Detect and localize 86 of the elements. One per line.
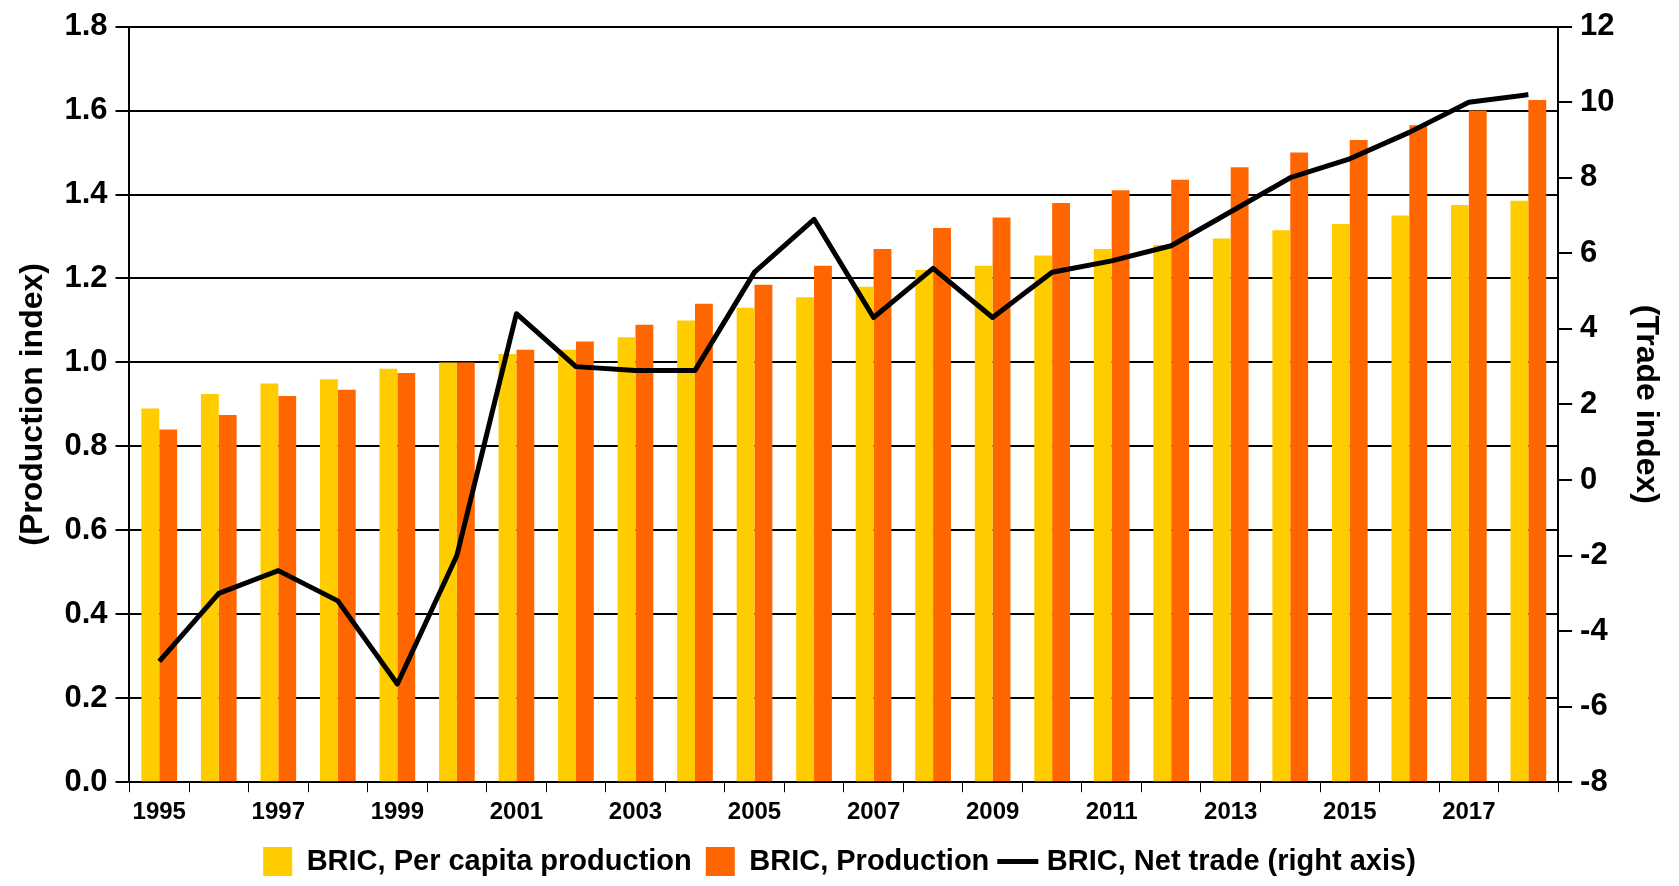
x-tick-label: 2013: [1204, 797, 1258, 825]
x-tick-label: 2005: [727, 797, 782, 825]
y-tick-label: 1.0: [64, 342, 108, 378]
legend-label: BRIC, Net trade (right axis): [1046, 843, 1416, 876]
bar: [617, 337, 636, 782]
bar: [516, 349, 535, 782]
bar: [1468, 110, 1487, 782]
x-tick-label: 2009: [965, 797, 1020, 825]
y-tick-label: 0.6: [64, 510, 108, 546]
bar: [754, 284, 773, 782]
y-axis-title: (Production index): [13, 263, 50, 546]
bar: [873, 249, 892, 782]
bar: [319, 379, 338, 782]
bar: [1528, 100, 1547, 782]
legend-label: BRIC, Per capita production: [306, 843, 692, 876]
y-tick-label: 1.8: [64, 7, 108, 43]
y2-tick-label: 12: [1580, 7, 1615, 43]
bar: [379, 368, 398, 782]
bar: [992, 217, 1011, 782]
y2-tick-label: 10: [1580, 82, 1615, 118]
bar: [677, 320, 695, 782]
y-tick-label: 0.2: [64, 678, 108, 714]
bar: [796, 297, 815, 782]
bar: [1153, 244, 1172, 782]
y2-tick-label: 4: [1580, 309, 1599, 345]
y2-tick-label: 2: [1580, 384, 1598, 420]
bar: [1230, 167, 1249, 782]
y-tick-label: 1.4: [64, 175, 109, 211]
bar: [814, 265, 832, 782]
bar: [278, 396, 297, 782]
x-tick-label: 2001: [489, 797, 544, 825]
y2-tick-label: -8: [1580, 762, 1608, 798]
bar: [218, 414, 237, 782]
y-tick-label: 0.0: [64, 762, 108, 798]
y2-tick-label: 8: [1580, 158, 1598, 194]
x-tick-label: 2015: [1323, 797, 1377, 825]
x-tick-label: 2017: [1442, 797, 1496, 825]
bar: [159, 429, 178, 782]
bar: [337, 389, 356, 782]
bar: [260, 383, 279, 782]
bar: [1450, 205, 1469, 782]
bar: [1052, 202, 1071, 782]
legend-label: BRIC, Production: [749, 843, 990, 876]
bar: [1331, 223, 1350, 782]
bar: [1111, 190, 1130, 782]
y2-tick-label: 0: [1580, 460, 1598, 496]
y2-tick-label: 6: [1580, 233, 1598, 269]
bar: [736, 307, 755, 782]
y-tick-label: 0.4: [64, 594, 109, 630]
y2-axis-title: (Trade index): [1629, 304, 1666, 504]
bar: [456, 362, 475, 782]
bar: [1034, 255, 1053, 782]
bar: [498, 354, 517, 782]
bar: [855, 286, 874, 782]
x-tick-label: 2003: [608, 797, 663, 825]
x-tick-label: 1999: [370, 797, 425, 825]
bar: [694, 303, 713, 782]
bar: [933, 228, 951, 782]
bar: [1272, 230, 1291, 782]
bar: [439, 362, 457, 782]
y2-tick-label: -6: [1580, 687, 1608, 723]
bar: [1093, 249, 1112, 782]
bar: [1510, 200, 1529, 782]
y-tick-label: 1.2: [64, 259, 108, 295]
y-tick-label: 1.6: [64, 91, 108, 127]
bar: [1409, 125, 1428, 782]
x-tick-label: 1997: [251, 797, 305, 825]
bar: [1290, 152, 1309, 782]
x-tick-label: 2007: [846, 797, 901, 825]
y2-tick-label: -4: [1580, 611, 1609, 647]
bar: [558, 349, 576, 782]
bar: [575, 341, 594, 782]
bar: [1391, 215, 1410, 782]
bar: [1171, 179, 1190, 782]
bar: [635, 324, 654, 782]
bar: [1349, 139, 1368, 782]
bar: [974, 265, 993, 782]
bar: [915, 270, 934, 782]
y-tick-label: 0.8: [64, 426, 108, 462]
bar: [1212, 238, 1231, 782]
x-tick-label: 1995: [132, 797, 186, 825]
bar: [141, 408, 160, 782]
x-tick-label: 2011: [1085, 797, 1138, 825]
y2-tick-label: -2: [1580, 536, 1608, 572]
bar: [200, 393, 219, 782]
bar: [397, 372, 416, 782]
